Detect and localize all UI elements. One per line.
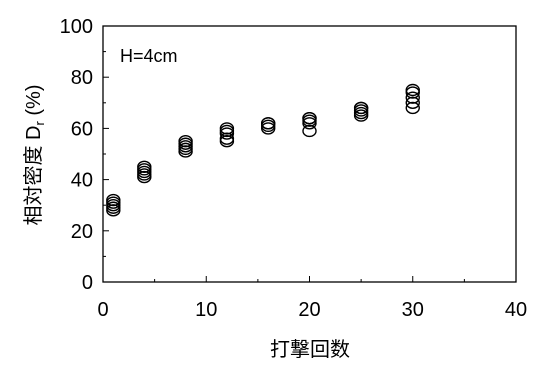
y-tick-label: 40 (71, 170, 93, 192)
y-axis-title-main: 相対密度 D (22, 126, 45, 226)
x-axis-title: 打撃回数 (270, 338, 350, 361)
data-point (261, 117, 276, 130)
axis-tick-labels: 0 10 20 30 40 0 20 40 60 80 100 (60, 16, 528, 321)
y-tick-label: 60 (71, 118, 93, 140)
x-tick-label: 20 (298, 299, 320, 321)
data-point (302, 124, 317, 138)
data-point (219, 132, 235, 145)
y-tick-label: 20 (71, 221, 93, 243)
axis-ticks (102, 25, 517, 283)
data-point (302, 114, 317, 127)
y-tick-label: 100 (60, 16, 93, 38)
annotation-label: H=4cm (120, 46, 178, 66)
data-point (405, 91, 420, 104)
data-point (302, 111, 317, 125)
x-tick-label: 40 (505, 299, 527, 321)
data-point (219, 124, 235, 138)
x-tick-label: 30 (402, 299, 424, 321)
y-tick-label: 0 (82, 272, 93, 294)
x-tick-label: 0 (97, 299, 108, 321)
x-tick-label: 10 (195, 299, 217, 321)
y-axis-title-unit: (%) (23, 84, 45, 121)
data-point (178, 134, 193, 148)
data-point (405, 101, 420, 115)
y-axis-title: 相対密度 Dr (%) (22, 84, 47, 225)
y-tick-label: 80 (71, 67, 93, 89)
data-point (261, 119, 276, 133)
data-point (137, 160, 152, 174)
data-point (405, 96, 420, 110)
data-points (106, 83, 420, 217)
data-point (405, 83, 420, 97)
data-point (219, 122, 235, 135)
data-point (353, 101, 369, 115)
y-axis-title-subscript: r (32, 121, 47, 126)
data-point (106, 193, 121, 207)
